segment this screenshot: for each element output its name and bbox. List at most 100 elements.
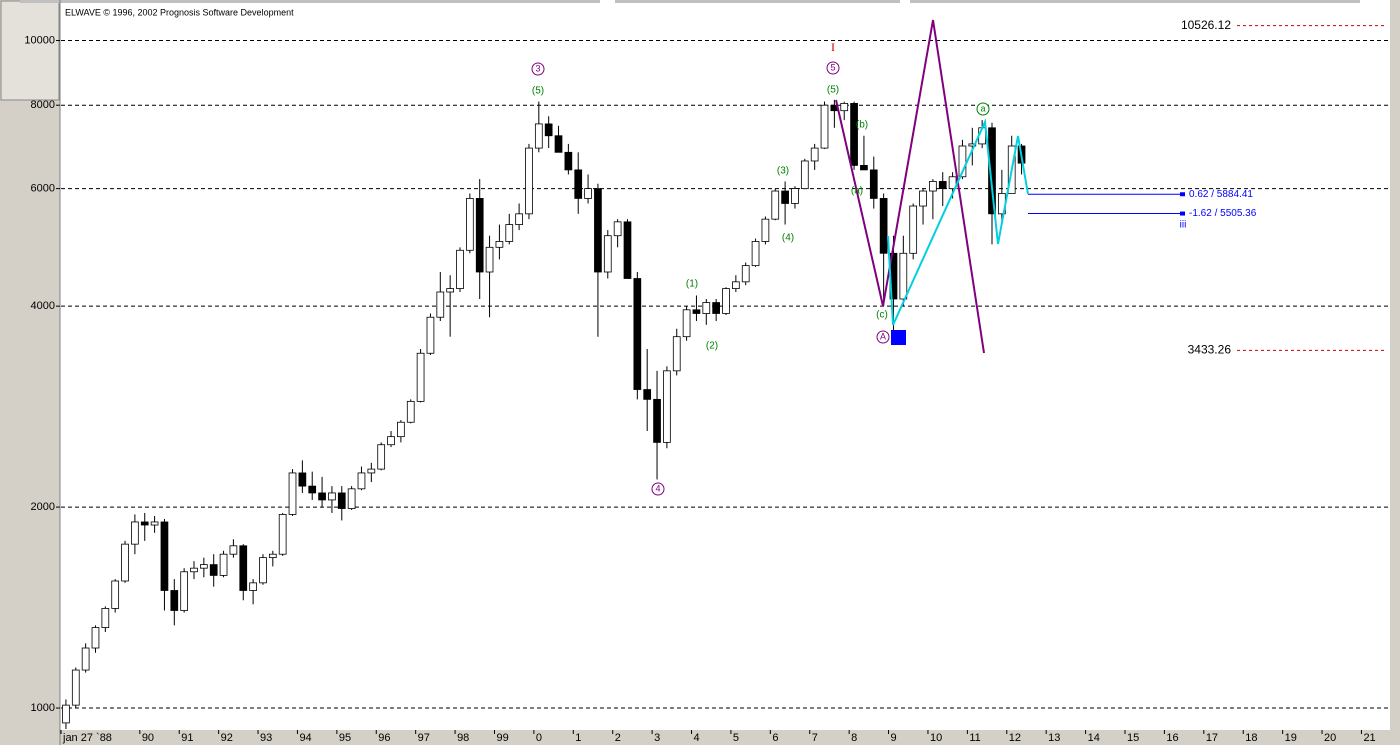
x-tick-label: 96 [378,732,390,744]
candle-body [426,316,435,354]
x-tick-label: 7 [812,732,818,744]
x-tick-label: 0 [536,732,542,744]
candle-body [150,521,159,526]
candle-body [761,218,770,242]
candle-body [879,198,888,254]
x-tick-label: 95 [339,732,351,744]
x-tick-label: 16 [1166,732,1178,744]
wave-label: 4 [655,483,660,493]
y-tick-label: 1000 [31,702,55,714]
candle-body [190,567,198,573]
candle-body [268,553,277,559]
label-circle [876,330,890,344]
candle-body [613,221,622,237]
candle-body [899,252,908,300]
wave-label: (b) [856,120,868,131]
fib-marker [1180,211,1185,216]
candle-body [387,436,395,446]
x-tick-label: 5 [733,732,739,744]
candle-body [377,444,386,470]
candle-body [180,571,188,611]
candle-body [121,543,129,582]
toolbar-strip [615,0,900,3]
wave-path [887,118,1029,326]
candle-body [800,160,809,190]
x-tick-label: 6 [772,732,778,744]
candle-body [653,398,661,443]
wave-label: 5 [830,62,835,72]
x-tick-label: 93 [260,732,272,744]
candle-body [643,389,652,400]
candle-body [968,143,977,147]
candle-body [988,127,996,215]
label-circle [531,62,545,76]
candle-body [840,102,849,112]
candle-body [564,151,573,171]
wave-label: (1) [686,279,698,290]
y-tick-label: 2000 [31,501,55,513]
wave-label: I [831,40,835,54]
fib-level-label: 0.62 / 5884.41 [1189,189,1253,200]
x-tick-label: 19 [1285,732,1297,744]
x-tick-label: 91 [181,732,193,744]
candle-body [111,580,120,609]
candle-body [288,472,297,515]
candle-body [278,514,287,555]
candle-body [722,288,730,314]
candle-body [810,147,819,162]
x-tick-label: 14 [1088,732,1100,744]
candle-body [397,421,405,438]
candle-body [170,590,179,611]
candle-body [948,176,957,190]
candle-body [820,104,829,149]
x-tick-label: 11 [969,732,980,744]
corner-box [0,0,60,101]
x-tick-label: 8 [851,732,857,744]
candle-body [475,198,484,273]
wave-label: (2) [706,341,718,352]
wave-label: (c) [876,310,888,321]
candle-body [71,669,80,706]
label-circle [651,482,665,496]
candle-body [603,235,612,273]
candle-body [751,241,760,267]
right-edge [1390,0,1400,730]
candle-body [318,492,326,501]
x-tick-label: 21 [1363,732,1375,744]
x-tick-label: 94 [299,732,311,744]
candle-body [249,582,257,591]
fib-marker [1180,192,1185,197]
candle-body [259,557,267,584]
candle-body [544,123,553,137]
x-tick-label: 3 [654,732,660,744]
header: ELWAVE © 1996, 2002 Prognosis Software D… [65,7,294,17]
candle-body [209,564,218,576]
candle-body [406,400,415,423]
candle-body [623,221,632,279]
candle-body [791,188,799,204]
candle-body [771,190,780,220]
candle-body [860,164,868,171]
candle-body [633,278,642,390]
y-tick-label: 4000 [31,300,55,312]
candle-body [219,553,228,576]
wave-label: iii [1180,220,1187,231]
toolbar-strip [20,0,600,3]
candle-body [663,370,671,443]
candle-body [525,147,533,215]
price-level-label: 10526.12 [1181,18,1231,32]
candle-body [436,291,445,318]
x-tick-label: 4 [694,732,700,744]
candle-body [702,302,711,314]
candle-body [485,246,494,273]
candle-body [574,169,583,199]
candle-body [101,608,110,628]
wave-label: a [980,103,985,113]
price-level-label: 3433.26 [1188,343,1232,357]
candle-body [357,472,366,490]
x-tick-label: jan 27 `88 [62,732,112,744]
wave-label: (a) [851,186,863,197]
candle-body [298,472,307,487]
